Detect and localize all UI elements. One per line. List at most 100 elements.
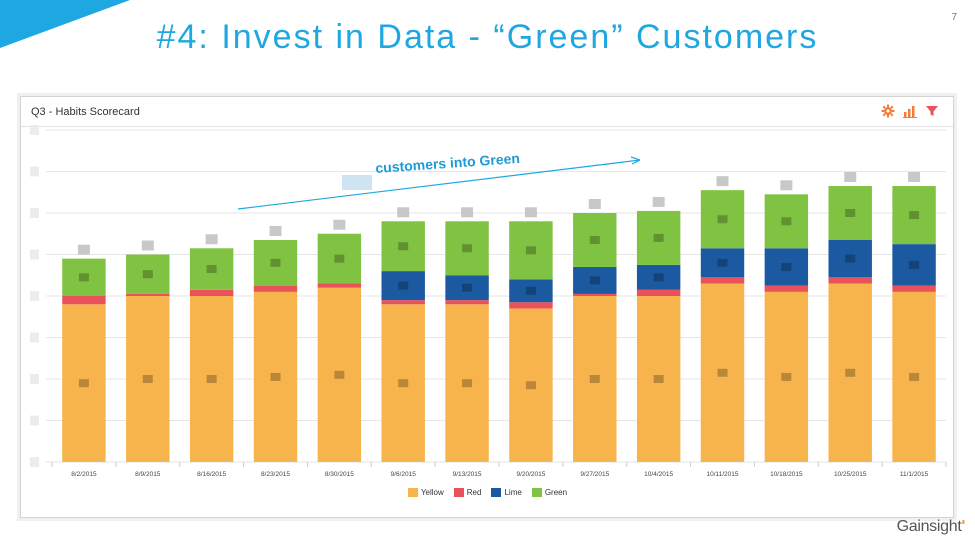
legend-label: Yellow [420,488,444,497]
bar-segment-red [62,296,106,305]
redacted-data-label [206,265,217,274]
redacted-data-label [525,246,536,255]
redacted-y-tick-label [30,166,39,177]
redacted-data-label [334,254,345,263]
redacted-y-tick-label [30,291,39,301]
bar-segment-green [892,186,936,245]
bar-segment-red [636,289,681,296]
legend-item-green[interactable]: Green [531,488,568,497]
x-tick-labels: 8/2/2015 8/9/2015 8/16/2015 8/23/2015 8/30/2… [71,471,928,478]
bar-segment-lime [573,266,617,294]
gear-icon[interactable] [881,104,895,118]
bar-segment-lime [509,279,553,303]
bar-segment-yellow [509,308,553,462]
redacted-total-label [397,207,410,218]
bar-segment-yellow [764,291,809,462]
brand-mark: ʹ [961,518,965,535]
x-tick-label: 9/27/2015 [580,471,609,478]
legend-item-yellow[interactable]: Yellow [407,488,444,497]
bar-chart-icon[interactable] [903,104,917,118]
bar-segment-yellow [573,296,617,462]
bar-segment-red [892,285,936,292]
redacted-data-label [845,254,856,263]
bar-segment-green [828,186,872,240]
bar-segment-lime [381,271,425,301]
x-tick-label: 11/1/2015 [900,471,929,478]
panel-header: Q3 - Habits Scorecard [21,97,953,127]
bar-segment-red [381,300,425,305]
x-tick-label: 10/4/2015 [644,471,673,478]
redacted-data-label [781,262,792,271]
redacted-y-tick-label [30,457,39,467]
redacted-data-label [78,273,89,282]
x-tick-label: 8/16/2015 [197,471,226,478]
x-tick-label: 10/25/2015 [834,471,867,478]
legend-label: Red [466,488,482,497]
redacted-total-label [908,172,921,183]
redacted-data-label [525,286,536,295]
redacted-total-label [524,207,537,218]
redacted-text-block [342,175,372,190]
x-tick-label: 8/23/2015 [261,471,290,478]
legend-label: Green [544,488,568,497]
bar-segment-yellow [189,296,234,462]
bar-segment-yellow [317,287,362,462]
redacted-data-label [589,235,600,244]
trend-arrow-head [630,156,641,165]
bar-segment-green [764,194,809,249]
bar-segment-lime [445,275,489,301]
bar-segment-red [126,293,170,296]
redacted-data-label [653,375,664,383]
bar-segment-yellow [636,296,681,462]
slide-number: 7 [951,12,957,23]
redacted-data-label [845,209,856,217]
bar-segment-green [381,221,425,272]
redacted-data-label [653,233,664,242]
bar-segment-yellow [700,283,745,462]
bar-segment-green [636,210,681,265]
redacted-data-label [398,242,409,251]
trend-arrow-line [237,159,641,210]
bar-segment-green [62,258,106,296]
filter-icon[interactable] [925,104,939,118]
redacted-data-label [717,215,728,224]
bar-segment-lime [764,248,809,286]
bar-segment-green [317,233,362,284]
redacted-data-label [909,260,920,269]
chart-legend: Yellow Red Lime Green [0,488,975,497]
redacted-data-label [845,368,856,377]
bar-segment-yellow [381,304,425,462]
x-tick-label: 8/2/2015 [71,471,97,478]
redacted-data-label [334,370,345,379]
bar-segment-red [253,285,298,292]
bar-segment-red [445,300,489,305]
redacted-y-tick-label [30,374,39,384]
redacted-total-label [461,207,474,218]
redacted-data-label [462,379,473,388]
slide-title: #4: Invest in Data - “Green” Customers [156,18,819,56]
redacted-data-label [909,372,920,381]
brand-name: Gainsight [896,518,962,535]
legend-item-red[interactable]: Red [453,488,482,497]
bar-segment-yellow [828,283,872,462]
redacted-total-label [77,244,90,255]
bar-segment-red [317,283,362,288]
bar-segment-green [189,248,234,290]
bar-segment-lime [828,239,872,278]
gainsight-logo: Gainsightʹ [896,518,966,536]
bar-segment-yellow [62,304,106,462]
bar-segment-green [700,190,745,249]
redacted-data-label [717,258,728,267]
bar-segment-red [764,285,809,292]
redacted-y-tick-label [30,332,39,343]
redacted-y-tick-label [30,125,39,135]
redacted-data-label [589,276,600,285]
bar-segment-red [700,277,745,284]
x-tick-label: 10/11/2015 [706,471,738,478]
legend-item-lime[interactable]: Lime [491,488,522,497]
x-tick-label: 9/6/2015 [391,471,417,478]
legend-swatch [531,488,542,497]
redacted-data-label [909,211,920,220]
bar-segment-red [189,289,234,296]
redacted-data-label [525,381,536,390]
